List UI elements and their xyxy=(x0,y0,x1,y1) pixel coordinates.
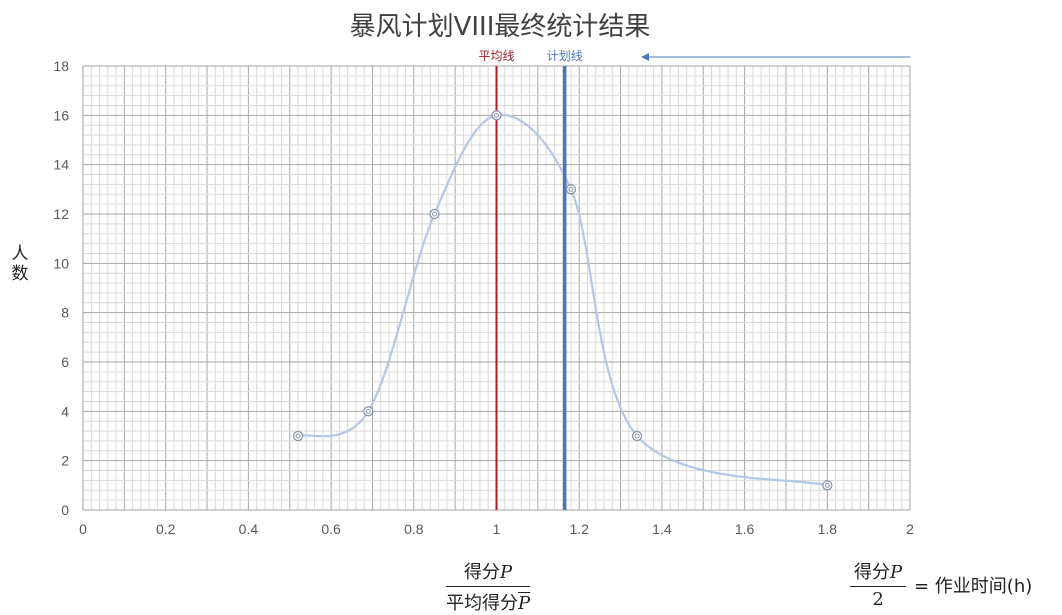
formula-denominator: 2 xyxy=(872,589,884,610)
y-tick-label: 6 xyxy=(61,354,69,370)
plan-line-label: 计划线 xyxy=(547,49,583,63)
x-tick-label: 1.8 xyxy=(818,521,838,537)
y-tick-label: 10 xyxy=(53,255,69,271)
x-tick-label: 1.4 xyxy=(652,521,672,537)
x-tick-label: 1 xyxy=(493,521,501,537)
data-point xyxy=(292,430,304,442)
y-tick-label: 14 xyxy=(53,157,69,173)
data-point-inner xyxy=(568,186,574,192)
data-point-inner xyxy=(431,211,437,217)
data-point xyxy=(822,480,833,491)
data-point xyxy=(429,208,440,220)
y-axis-label: 人数 xyxy=(11,244,29,284)
data-point xyxy=(565,184,577,195)
data-point xyxy=(631,430,643,442)
average-line-label: 平均线 xyxy=(478,49,514,63)
annotation-arrow-head xyxy=(641,53,649,61)
y-tick-label: 8 xyxy=(61,305,69,321)
x-tick-label: 0.4 xyxy=(239,521,259,537)
x-axis-label-numerator: 得分P xyxy=(446,558,531,587)
y-tick-label: 2 xyxy=(61,453,69,469)
x-tick-label: 0.6 xyxy=(321,521,341,537)
y-tick-label: 18 xyxy=(53,58,69,74)
data-point-inner xyxy=(824,482,830,488)
y-tick-label: 16 xyxy=(53,107,69,123)
x-axis-label: 得分P 平均得分P xyxy=(446,558,531,615)
data-point xyxy=(363,406,374,417)
x-tick-label: 1.6 xyxy=(735,521,755,537)
y-tick-label: 0 xyxy=(61,502,69,518)
formula-numerator: 得分P xyxy=(850,558,907,587)
x-tick-label: 2 xyxy=(906,521,914,537)
x-tick-label: 1.2 xyxy=(569,521,589,537)
x-tick-label: 0.2 xyxy=(156,521,176,537)
series-curve xyxy=(297,113,828,487)
x-tick-label: 0.8 xyxy=(404,521,424,537)
data-point-inner xyxy=(365,408,371,414)
x-tick-label: 0 xyxy=(79,521,87,537)
y-tick-label: 4 xyxy=(61,403,69,419)
data-point-inner xyxy=(634,433,640,439)
x-axis-label-denominator: 平均得分P xyxy=(446,593,531,614)
chart-title: 暴风计划VIII最终统计结果 xyxy=(349,12,651,42)
data-point-inner xyxy=(494,112,499,118)
data-point-inner xyxy=(295,433,301,439)
data-point xyxy=(491,110,502,121)
work-hours-formula-fraction: 得分P 2 xyxy=(850,558,907,610)
work-hours-formula-rhs: = 作业时间(h) xyxy=(914,576,1033,597)
y-tick-label: 12 xyxy=(53,206,69,222)
